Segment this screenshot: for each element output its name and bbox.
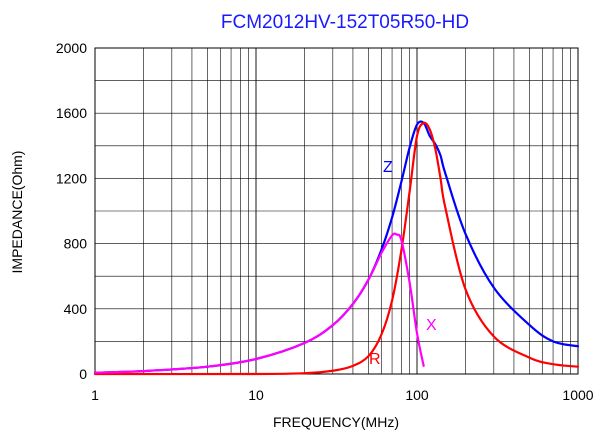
series-label-r: R [369, 351, 381, 368]
series-label-x: X [426, 317, 437, 334]
plot-frame [94, 47, 579, 375]
y-tick-label: 400 [64, 301, 88, 317]
x-tick-labels: 1 10 100 1000 [91, 387, 594, 403]
y-tick-labels: 0 400 800 1200 1600 2000 [56, 40, 87, 382]
x-tick-label: 10 [248, 387, 264, 403]
chart-title: FCM2012HV-152T05R50-HD [221, 12, 469, 33]
y-tick-label: 1600 [56, 105, 87, 121]
y-tick-label: 2000 [56, 40, 87, 56]
grid [95, 48, 578, 374]
series-lines [93, 120, 580, 376]
series-line-r [93, 121, 580, 376]
series-line-z [93, 120, 580, 374]
series-label-z: Z [383, 159, 393, 176]
x-tick-label: 1000 [562, 387, 593, 403]
x-tick-label: 1 [91, 387, 99, 403]
y-tick-label: 0 [79, 366, 87, 382]
x-tick-label: 100 [405, 387, 429, 403]
x-axis-label: FREQUENCY(MHz) [273, 414, 399, 430]
series-line-x [93, 232, 425, 374]
y-axis-label: IMPEDANCE(Ohm) [9, 151, 25, 274]
y-tick-label: 1200 [56, 170, 87, 186]
y-tick-label: 800 [64, 236, 88, 252]
